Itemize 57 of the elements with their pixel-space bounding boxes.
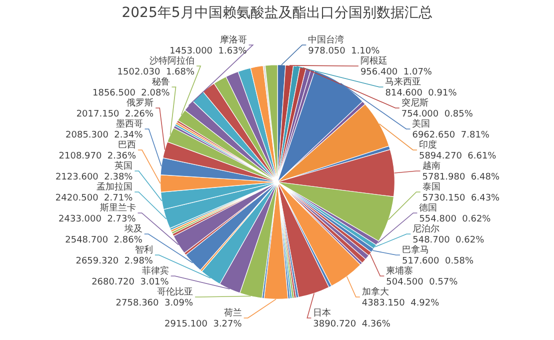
slice-label: 德国 — [419, 202, 438, 214]
data-label: 956.400 1.07% — [360, 67, 432, 78]
slice-label: 沙特阿拉伯 — [150, 55, 195, 66]
data-label: 2085.300 2.34% — [66, 130, 144, 140]
data-label: 2659.320 2.98% — [76, 256, 154, 266]
data-label: 5781.980 6.48% — [422, 172, 500, 182]
data-label: 2123.600 2.38% — [55, 172, 134, 182]
slice-label: 柬埔寨 — [386, 265, 414, 276]
slice-label: 孟加拉国 — [96, 181, 133, 192]
data-label: 6962.650 7.81% — [412, 130, 490, 140]
data-label: 1453.000 1.63% — [170, 46, 248, 56]
slice-label: 美国 — [412, 118, 430, 130]
slice-label: 墨西哥 — [116, 118, 143, 130]
data-label: 504.500 0.57% — [386, 277, 458, 288]
data-label: 978.050 1.10% — [308, 46, 380, 56]
slice-label: 加拿大 — [362, 286, 389, 298]
slice-label: 突尼斯 — [401, 97, 428, 108]
slice-label: 巴西 — [118, 140, 136, 150]
slice-label: 秘鲁 — [152, 76, 170, 88]
slice-label: 日本 — [313, 307, 332, 318]
data-label: 517.600 0.58% — [402, 256, 474, 266]
slice-label: 印度 — [418, 139, 437, 150]
data-label: 5730.150 6.43% — [422, 193, 500, 204]
data-label: 3890.720 4.36% — [313, 319, 391, 330]
data-label: 2433.000 2.73% — [58, 214, 136, 224]
data-label: 754.000 0.85% — [401, 109, 474, 120]
slice-label: 英国 — [114, 160, 133, 172]
slice-label: 越南 — [422, 160, 440, 172]
slice-label: 斯里兰卡 — [100, 202, 136, 214]
slice-label: 巴拿马 — [402, 244, 430, 256]
slice-label: 俄罗斯 — [126, 97, 154, 108]
slice-label: 泰国 — [422, 181, 440, 192]
slice-label: 摩洛哥 — [220, 34, 247, 46]
slice-label: 埃及 — [123, 223, 142, 234]
slice-label: 阿根廷 — [360, 55, 388, 66]
data-label: 5894.270 6.61% — [418, 151, 497, 162]
slice-label: 中国台湾 — [308, 34, 344, 46]
slice-label: 智利 — [134, 244, 153, 256]
data-label: 2758.360 3.09% — [116, 298, 194, 308]
data-label: 554.800 0.62% — [419, 214, 492, 224]
data-label: 2915.100 3.27% — [164, 319, 242, 330]
data-label: 814.600 0.91% — [385, 88, 458, 98]
data-label: 4383.150 4.92% — [362, 298, 440, 308]
slice-label: 菲律宾 — [142, 265, 169, 276]
slice-label: 尼泊尔 — [412, 223, 440, 234]
chart-title: 2025年5月中国赖氨酸盐及酯出口分国别数据汇总 — [120, 4, 434, 22]
data-label: 1502.030 1.68% — [117, 67, 195, 78]
data-label: 2108.970 2.36% — [58, 151, 136, 162]
slice-label: 荷兰 — [224, 307, 242, 318]
data-label: 1856.500 2.08% — [92, 88, 170, 98]
data-label: 2017.150 2.26% — [76, 109, 154, 120]
data-label: 548.700 0.62% — [412, 235, 485, 246]
data-label: 2420.500 2.71% — [55, 193, 134, 204]
slice-label: 哥伦比亚 — [157, 286, 194, 298]
data-label: 2680.720 3.01% — [92, 277, 170, 288]
slice-label: 马来西亚 — [385, 76, 422, 88]
data-label: 2548.700 2.86% — [65, 235, 143, 246]
